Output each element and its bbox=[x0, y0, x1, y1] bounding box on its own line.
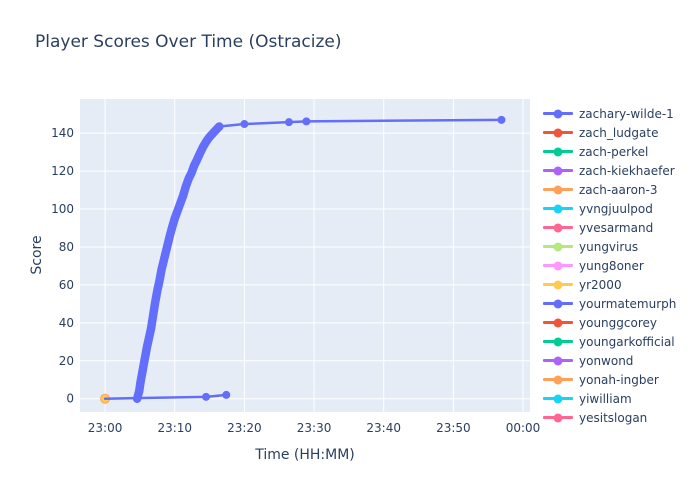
legend-line-marker-icon bbox=[543, 389, 573, 408]
legend-line-marker-icon bbox=[543, 294, 573, 313]
legend-dot bbox=[553, 147, 563, 156]
legend-dot bbox=[553, 280, 563, 289]
legend-line-marker-icon bbox=[543, 218, 573, 237]
y-tick-label: 0 bbox=[66, 392, 74, 406]
data-point-yourmatemurph[interactable] bbox=[222, 390, 231, 399]
legend-item-yiwilliam[interactable]: yiwilliam bbox=[543, 389, 698, 408]
legend-item-yungvirus[interactable]: yungvirus bbox=[543, 237, 698, 256]
legend-dot bbox=[553, 128, 563, 137]
trace-dense-markers-zachary-wilde-1 bbox=[132, 122, 224, 403]
legend-dot bbox=[553, 356, 563, 365]
legend-dot bbox=[553, 337, 563, 346]
legend-label: yung8oner bbox=[579, 258, 644, 273]
data-point-zachary-wilde-1[interactable] bbox=[240, 120, 249, 129]
legend-item-zach_ludgate[interactable]: zach_ludgate bbox=[543, 123, 698, 142]
y-tick-label: 40 bbox=[59, 316, 74, 330]
legend-line-marker-icon bbox=[543, 161, 573, 180]
y-tick-label: 100 bbox=[51, 202, 74, 216]
x-tick-label: 23:30 bbox=[297, 421, 332, 435]
legend-label: zach-perkel bbox=[579, 144, 649, 159]
x-tick-label: 23:20 bbox=[227, 421, 262, 435]
legend-item-zach-perkel[interactable]: zach-perkel bbox=[543, 142, 698, 161]
y-axis-title: Score bbox=[29, 235, 45, 275]
legend-dot bbox=[553, 261, 563, 270]
legend-item-yonwond[interactable]: yonwond bbox=[543, 351, 698, 370]
y-tick-label: 60 bbox=[59, 278, 74, 292]
legend-line-marker-icon bbox=[543, 104, 573, 123]
legend-label: yourmatemurph bbox=[579, 296, 677, 311]
legend-line-marker-icon bbox=[543, 275, 573, 294]
y-tick-label: 120 bbox=[51, 164, 74, 178]
legend-label: yr2000 bbox=[579, 277, 622, 292]
x-tick-label: 23:00 bbox=[88, 421, 123, 435]
legend-dot bbox=[553, 318, 563, 327]
legend-item-zach-aaron-3[interactable]: zach-aaron-3 bbox=[543, 180, 698, 199]
legend-dot bbox=[553, 185, 563, 194]
legend-item-yonah-ingber[interactable]: yonah-ingber bbox=[543, 370, 698, 389]
data-point-zachary-wilde-1[interactable] bbox=[497, 115, 506, 124]
data-point-yourmatemurph[interactable] bbox=[202, 392, 211, 401]
legend-line-marker-icon bbox=[543, 123, 573, 142]
legend-dot bbox=[553, 204, 563, 213]
legend-item-zach-kiekhaefer[interactable]: zach-kiekhaefer bbox=[543, 161, 698, 180]
legend-line-marker-icon bbox=[543, 180, 573, 199]
legend-line-marker-icon bbox=[543, 256, 573, 275]
legend-line-marker-icon bbox=[543, 370, 573, 389]
legend-label: zach_ludgate bbox=[579, 125, 659, 140]
legend-line-marker-icon bbox=[543, 332, 573, 351]
legend-line-marker-icon bbox=[543, 351, 573, 370]
legend-item-younggcorey[interactable]: younggcorey bbox=[543, 313, 698, 332]
legend-line-marker-icon bbox=[543, 237, 573, 256]
legend-dot bbox=[553, 299, 563, 308]
legend-label: zach-kiekhaefer bbox=[579, 163, 675, 178]
legend-label: zachary-wilde-1 bbox=[579, 106, 674, 121]
legend-item-yvesarmand[interactable]: yvesarmand bbox=[543, 218, 698, 237]
legend-dot bbox=[553, 166, 563, 175]
legend-label: zach-aaron-3 bbox=[579, 182, 658, 197]
legend-item-yung8oner[interactable]: yung8oner bbox=[543, 256, 698, 275]
legend-dot bbox=[553, 223, 563, 232]
x-axis-title: Time (HH:MM) bbox=[255, 447, 355, 463]
legend-label: yvngjuulpod bbox=[579, 201, 653, 216]
legend-dot bbox=[553, 375, 563, 384]
y-tick-label: 80 bbox=[59, 240, 74, 254]
y-tick-label: 20 bbox=[59, 354, 74, 368]
legend-label: yonwond bbox=[579, 353, 634, 368]
legend-label: yonah-ingber bbox=[579, 372, 659, 387]
legend-item-yr2000[interactable]: yr2000 bbox=[543, 275, 698, 294]
legend-item-zachary-wilde-1[interactable]: zachary-wilde-1 bbox=[543, 104, 698, 123]
legend-line-marker-icon bbox=[543, 199, 573, 218]
legend-item-yvngjuulpod[interactable]: yvngjuulpod bbox=[543, 199, 698, 218]
legend-label: yvesarmand bbox=[579, 220, 654, 235]
plot-area[interactable] bbox=[80, 99, 530, 412]
legend-label: yesitslogan bbox=[579, 410, 648, 425]
chart-title: Player Scores Over Time (Ostracize) bbox=[35, 32, 342, 52]
legend-label: youngarkofficial bbox=[579, 334, 675, 349]
x-tick-label: 23:10 bbox=[157, 421, 192, 435]
legend-dot bbox=[553, 394, 563, 403]
data-point-zachary-wilde-1[interactable] bbox=[215, 122, 224, 131]
data-point-zachary-wilde-1[interactable] bbox=[284, 118, 293, 127]
legend-label: yiwilliam bbox=[579, 391, 632, 406]
y-tick-label: 140 bbox=[51, 126, 74, 140]
legend-line-marker-icon bbox=[543, 142, 573, 161]
legend-line-marker-icon bbox=[543, 313, 573, 332]
legend-item-yourmatemurph[interactable]: yourmatemurph bbox=[543, 294, 698, 313]
x-tick-label: 00:00 bbox=[506, 421, 541, 435]
legend-dot bbox=[553, 109, 563, 118]
data-point-zachary-wilde-1[interactable] bbox=[302, 117, 311, 126]
legend-dot bbox=[553, 413, 563, 422]
legend-line-marker-icon bbox=[543, 408, 573, 427]
legend-label: younggcorey bbox=[579, 315, 657, 330]
x-tick-label: 23:50 bbox=[436, 421, 471, 435]
legend-dot bbox=[553, 242, 563, 251]
legend-item-youngarkofficial[interactable]: youngarkofficial bbox=[543, 332, 698, 351]
legend: zachary-wilde-1 zach_ludgate zach-perkel za… bbox=[543, 104, 698, 427]
x-tick-label: 23:40 bbox=[366, 421, 401, 435]
legend-item-yesitslogan[interactable]: yesitslogan bbox=[543, 408, 698, 427]
legend-label: yungvirus bbox=[579, 239, 639, 254]
